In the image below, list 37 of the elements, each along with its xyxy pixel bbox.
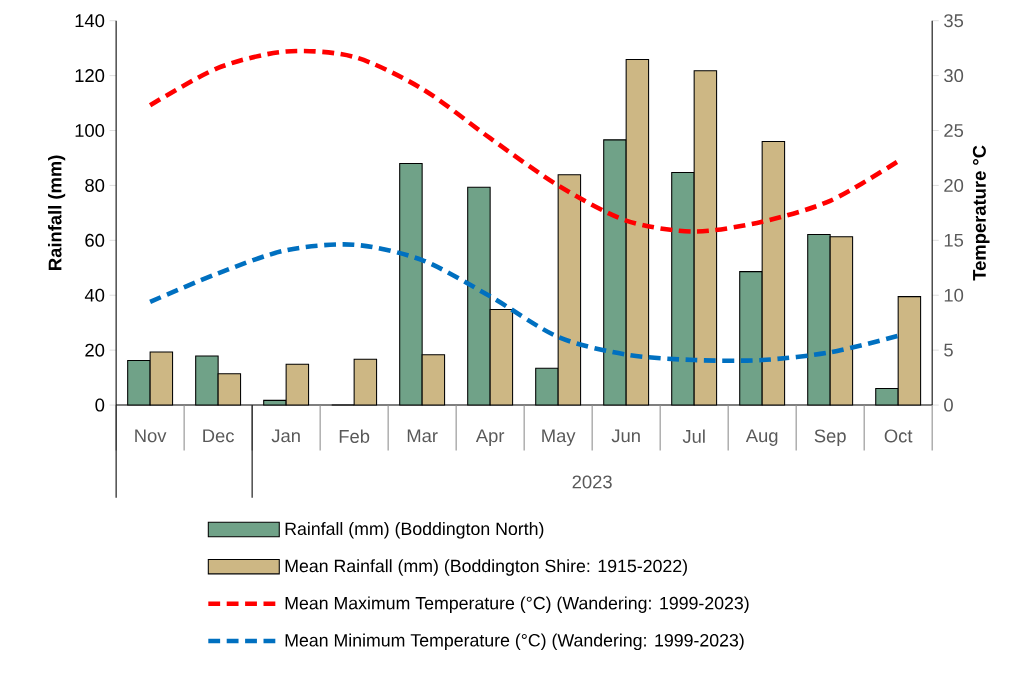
x-tick-label: Oct bbox=[884, 429, 913, 443]
y-tick-label: 20 bbox=[85, 343, 105, 357]
y-axis-title: Rainfall (mm) bbox=[48, 155, 66, 270]
x-tick-label: May bbox=[542, 429, 576, 446]
x-tick-label: Apr bbox=[475, 429, 505, 446]
legend-label: Mean Minimum Temperature (°C) (Wandering: 1999-2023) bbox=[285, 633, 744, 651]
x-tick-label: Sep bbox=[814, 429, 846, 447]
legend-label: Mean Maximum Temperature (°C) (Wandering: 1999-2023) bbox=[285, 596, 749, 613]
legend-label: Rainfall (mm) (Boddington North) bbox=[285, 522, 544, 539]
y-tick-label: 0 bbox=[95, 398, 105, 412]
line-series bbox=[147, 242, 901, 363]
x-tick-label: Jan bbox=[271, 429, 300, 443]
x-tick-label: Mar bbox=[407, 429, 438, 443]
x-tick-label: Jul bbox=[682, 429, 705, 443]
line-series bbox=[147, 48, 901, 234]
y-tick-label: 120 bbox=[75, 69, 105, 83]
y-tick-label: 80 bbox=[85, 178, 105, 192]
y2-tick-label: 35 bbox=[944, 14, 964, 28]
y2-tick-label: 10 bbox=[944, 288, 964, 302]
legend-label: Mean Rainfall (mm) (Boddington Shire: 1915-2022) bbox=[285, 559, 687, 576]
y2-tick-label: 20 bbox=[944, 178, 964, 192]
y-tick-label: 100 bbox=[75, 123, 105, 137]
x-tick-label: Aug bbox=[745, 429, 778, 446]
x-tick-label: Dec bbox=[203, 429, 234, 443]
x-tick-label: Nov bbox=[135, 429, 167, 443]
y-tick-label: 140 bbox=[75, 14, 105, 28]
y2-tick-label: 15 bbox=[944, 233, 964, 247]
y2-tick-label: 0 bbox=[944, 398, 953, 412]
y2-tick-label: 25 bbox=[944, 123, 964, 137]
y2-tick-label: 5 bbox=[944, 343, 953, 357]
y2-tick-label: 30 bbox=[944, 69, 964, 83]
x-tick-label: Feb bbox=[339, 429, 370, 443]
text: 2023 bbox=[572, 475, 612, 489]
y-tick-label: 40 bbox=[84, 288, 105, 302]
y-tick-label: 60 bbox=[85, 233, 105, 247]
x-tick-label: Jun bbox=[611, 429, 640, 443]
y2-axis-title: Temperature °C bbox=[972, 145, 990, 281]
